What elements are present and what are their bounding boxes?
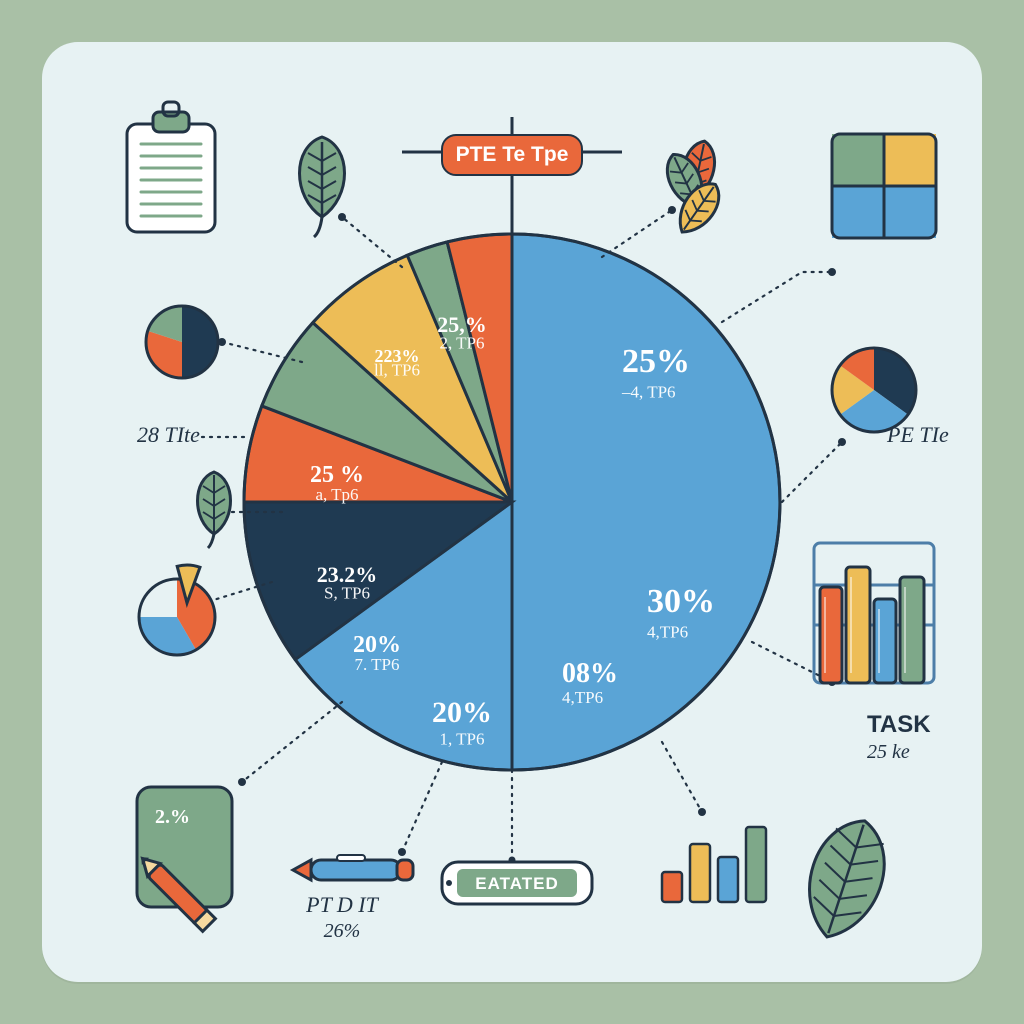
slice-sublabel: 1, TP6: [439, 730, 484, 749]
slice-sublabel: –4, TP6: [621, 383, 676, 402]
slice-sublabel: a, Tp6: [315, 485, 358, 504]
mini-pie-icon: [832, 348, 916, 432]
bar-chart-icon: [662, 827, 766, 902]
bar: [746, 827, 766, 902]
connector-line: [242, 702, 342, 782]
bar: [662, 872, 682, 902]
bottom-badge-group: EATATED: [442, 770, 592, 904]
caption-ptd-1: PT D IT: [305, 892, 379, 917]
leaf-icon: [198, 472, 231, 548]
title-badge-group: PTE Te Tpe: [402, 117, 622, 237]
connector-line: [782, 442, 842, 502]
slice-label: 08%: [562, 658, 618, 689]
pie-chart: 25%–4, TP630%4,TP608%4,TP620%1, TP620%7.…: [244, 234, 780, 770]
bottom-badge-text: EATATED: [475, 874, 559, 893]
caption-task-1: TASK: [867, 711, 931, 738]
connector-line: [662, 742, 702, 812]
bar: [718, 857, 738, 902]
connector-line: [342, 217, 402, 267]
slice-label: 30%: [647, 583, 715, 620]
clipboard-icon: [127, 102, 215, 232]
mini-pie-icon: [146, 306, 218, 378]
leaf-cluster-icon: [660, 138, 728, 241]
slice-sublabel: 4,TP6: [562, 688, 603, 707]
slice-sublabel: 4,TP6: [647, 623, 688, 642]
slice-label: 20%: [432, 696, 492, 729]
slice-label: 25%: [622, 343, 690, 380]
caption-ptd-2: 26%: [324, 920, 361, 942]
slice-sublabel: S, TP6: [324, 584, 370, 603]
card-pencil-icon: 2.%: [135, 787, 232, 931]
pen-icon: [293, 855, 413, 880]
infographic-card: { "canvas": { "width": 940, "height": 94…: [42, 42, 982, 982]
infographic-svg: 25%–4, TP630%4,TP608%4,TP620%1, TP620%7.…: [42, 42, 982, 982]
leaf-icon: [794, 810, 899, 948]
leaf-icon: [300, 137, 345, 237]
connector-line: [602, 210, 672, 257]
connector-line: [722, 272, 832, 322]
slice-sublabel: ll, TP6: [374, 361, 420, 380]
grid-icon: [832, 134, 936, 238]
caption-task-2: 25 ke: [867, 741, 910, 763]
caption-left: 28 TIte: [137, 422, 200, 447]
card-pct-text: 2.%: [155, 806, 190, 828]
slice-sublabel: 2, TP6: [439, 334, 484, 353]
pie-slice: [512, 234, 780, 770]
slice-sublabel: 7. TP6: [354, 655, 399, 674]
books-icon: [814, 543, 934, 683]
title-badge-text: PTE Te Tpe: [456, 143, 569, 166]
connector-line: [402, 762, 442, 852]
bar: [690, 844, 710, 902]
mini-pie-icon: [139, 565, 215, 655]
